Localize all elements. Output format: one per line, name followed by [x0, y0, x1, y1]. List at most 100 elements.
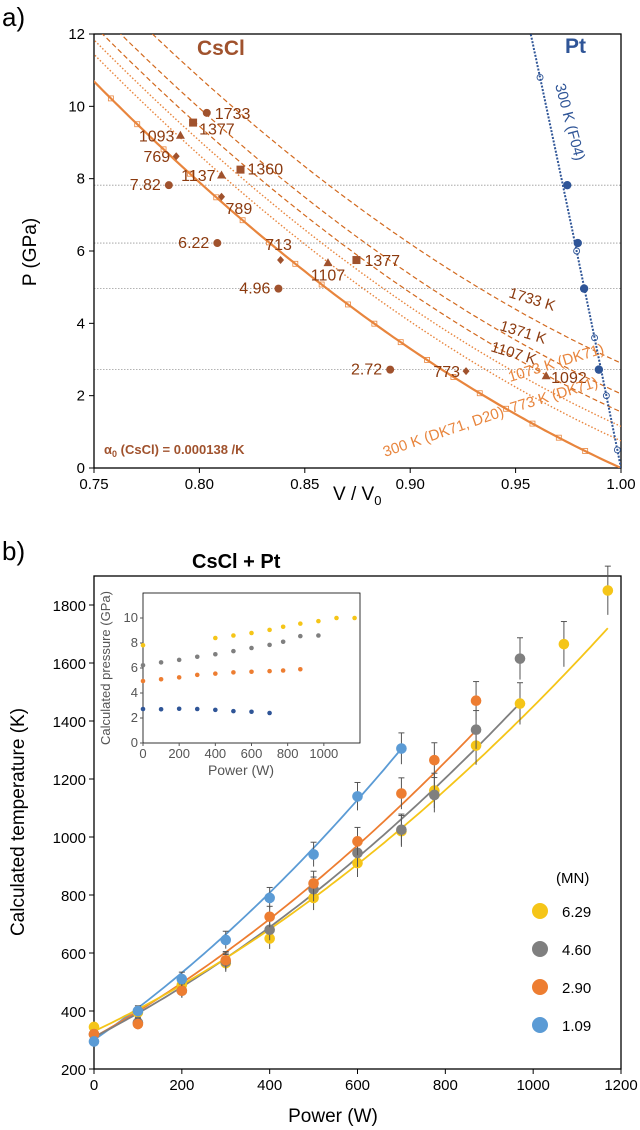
- isotherm-1073K: [94, 38, 621, 428]
- y-tick-label: 1600: [53, 656, 86, 673]
- cscl-hot-point-label: 1107: [311, 268, 346, 285]
- inset-chart: 0 200 400 600 800 1000 0 2 4 6 8 10 Power (W) Calc…: [98, 591, 361, 778]
- dk71-reference-marker: [160, 146, 167, 153]
- temperature-point-6.29: [514, 698, 526, 709]
- horizontal-guides: [94, 184, 621, 371]
- dk71-reference-marker: [476, 390, 483, 397]
- cscl-300k-point: [386, 365, 395, 374]
- inset-pressure-point-4.60: [267, 642, 272, 648]
- temperature-point-1.09: [176, 973, 188, 985]
- dk71-reference-marker: [529, 420, 536, 427]
- inset-pressure-point-2.90: [176, 675, 182, 680]
- inset-pressure-point-1.09: [249, 709, 254, 715]
- y-tick-label: 0: [77, 460, 85, 477]
- panel-b-x-ticks: 0 200 400 600 800 1000 1200: [90, 1069, 638, 1094]
- y-tick-label: 6: [77, 243, 85, 260]
- cscl-hot-point-label: 789: [226, 201, 253, 218]
- dk71-reference-marker: [292, 260, 299, 267]
- inset-pressure-point-4.60: [231, 648, 236, 654]
- cscl-hot-point: [202, 108, 211, 117]
- cscl-300k-point-label: 6.22: [178, 235, 209, 252]
- inset-x-axis-title: Power (W): [208, 762, 274, 778]
- y-tick-label: 1800: [53, 598, 86, 615]
- inset-pressure-point-1.09: [158, 706, 164, 712]
- cscl-hot-point-label: 1093: [139, 128, 175, 145]
- inset-pressure-point-6.29: [213, 635, 218, 641]
- legend-label-4.60: 4.60: [562, 942, 591, 959]
- y-tick-label: 4: [77, 315, 85, 332]
- inset-pressure-point-2.90: [140, 678, 146, 684]
- inset-x-ticks: 0 200 400 600 800 1000: [139, 743, 338, 761]
- x-tick-label: 0.75: [79, 476, 108, 493]
- panel-b-y-ticks: 200 400 600 800 1000 1200 1400 1600 1800: [53, 598, 94, 1079]
- dk71-reference-marker: [134, 121, 141, 128]
- y-tick-label: 2: [77, 388, 85, 405]
- panel-b-y-axis-title: Calculated temperature (K): [8, 708, 29, 936]
- pt-point: [594, 365, 604, 374]
- inset-pressure-point-1.09: [140, 706, 146, 712]
- x-tick-label: 1200: [604, 1077, 637, 1094]
- cscl-hot-point: [462, 367, 470, 376]
- x-tick-label: 1000: [516, 1077, 549, 1094]
- f04-reference-marker: [602, 392, 610, 400]
- inset-pressure-point-6.29: [231, 633, 236, 638]
- cscl-hot-point: [189, 118, 198, 127]
- inset-pressure-point-1.09: [231, 708, 236, 714]
- inset-pressure-point-4.60: [280, 639, 286, 645]
- inset-pressure-point-1.09: [176, 706, 182, 712]
- x-tick-label: 600: [345, 1077, 370, 1094]
- y-tick-label: 200: [61, 1062, 86, 1079]
- inset-pressure-point-4.60: [194, 654, 200, 660]
- inset-pressure-point-6.29: [334, 615, 339, 621]
- inset-pressure-point-6.29: [280, 624, 286, 630]
- temperature-point-4.60: [264, 924, 275, 936]
- x-tick-label: 0.85: [290, 476, 319, 493]
- cscl-300k-point: [274, 284, 283, 293]
- dk71-reference-marker: [503, 405, 510, 412]
- pt-point: [573, 238, 582, 248]
- cscl-300k-point-label: 7.82: [130, 177, 161, 194]
- legend: (MN) 6.29 4.60 2.90 1.09: [532, 870, 591, 1035]
- dk71-reference-marker: [371, 320, 378, 327]
- inset-y-tick-label: 0: [131, 735, 138, 750]
- fit-curve-2.90: [93, 729, 477, 1038]
- temperature-point-2.90: [264, 911, 275, 923]
- temperature-point-1.09: [88, 1036, 100, 1047]
- isotherm-773K: [94, 53, 621, 442]
- panel-a-y-axis-title: P (GPa): [20, 218, 41, 286]
- legend-marker-2.90: [532, 979, 548, 995]
- alpha-annotation: α0 (CsCl) = 0.000138 /K: [104, 442, 245, 459]
- inset-pressure-point-6.29: [316, 618, 321, 624]
- cscl-hot-point-label: 1137: [181, 168, 216, 185]
- legend-label-6.29: 6.29: [562, 904, 591, 921]
- inset-pressure-point-4.60: [316, 633, 321, 638]
- y-tick-label: 1200: [53, 772, 86, 789]
- dk71-reference-marker: [239, 217, 246, 224]
- temperature-point-6.29: [558, 638, 570, 650]
- cscl-hot-point: [277, 256, 285, 265]
- cscl-hot-point: [236, 165, 245, 174]
- y-tick-label: 1000: [53, 830, 86, 847]
- cscl-300k-point: [213, 239, 222, 248]
- inset-pressure-point-4.60: [176, 657, 182, 663]
- inset-x-tick-label: 400: [204, 746, 226, 761]
- cscl-hot-point-label: 769: [144, 149, 171, 166]
- f04-reference-marker: [573, 247, 581, 255]
- inset-pressure-point-6.29: [249, 630, 254, 636]
- inset-pressure-point-2.90: [280, 668, 286, 673]
- y-tick-label: 8: [77, 171, 85, 188]
- temperature-point-2.90: [308, 878, 319, 889]
- inset-x-tick-label: 200: [168, 746, 190, 761]
- inset-y-axis-title: Calculated pressure (GPa): [98, 591, 113, 745]
- inset-pressure-point-2.90: [231, 670, 236, 675]
- temperature-point-1.09: [220, 934, 232, 946]
- inset-pressure-point-1.09: [213, 707, 218, 713]
- inset-pressure-point-6.29: [267, 627, 272, 633]
- temperature-point-2.90: [88, 1028, 100, 1040]
- inset-pressure-point-1.09: [194, 706, 200, 712]
- cscl-hot-point-label: 1360: [248, 162, 284, 179]
- cscl-hot-point-label: 713: [265, 237, 292, 254]
- inset-x-tick-label: 0: [139, 746, 146, 761]
- isotherm-label-1733: 1733 K: [507, 285, 557, 315]
